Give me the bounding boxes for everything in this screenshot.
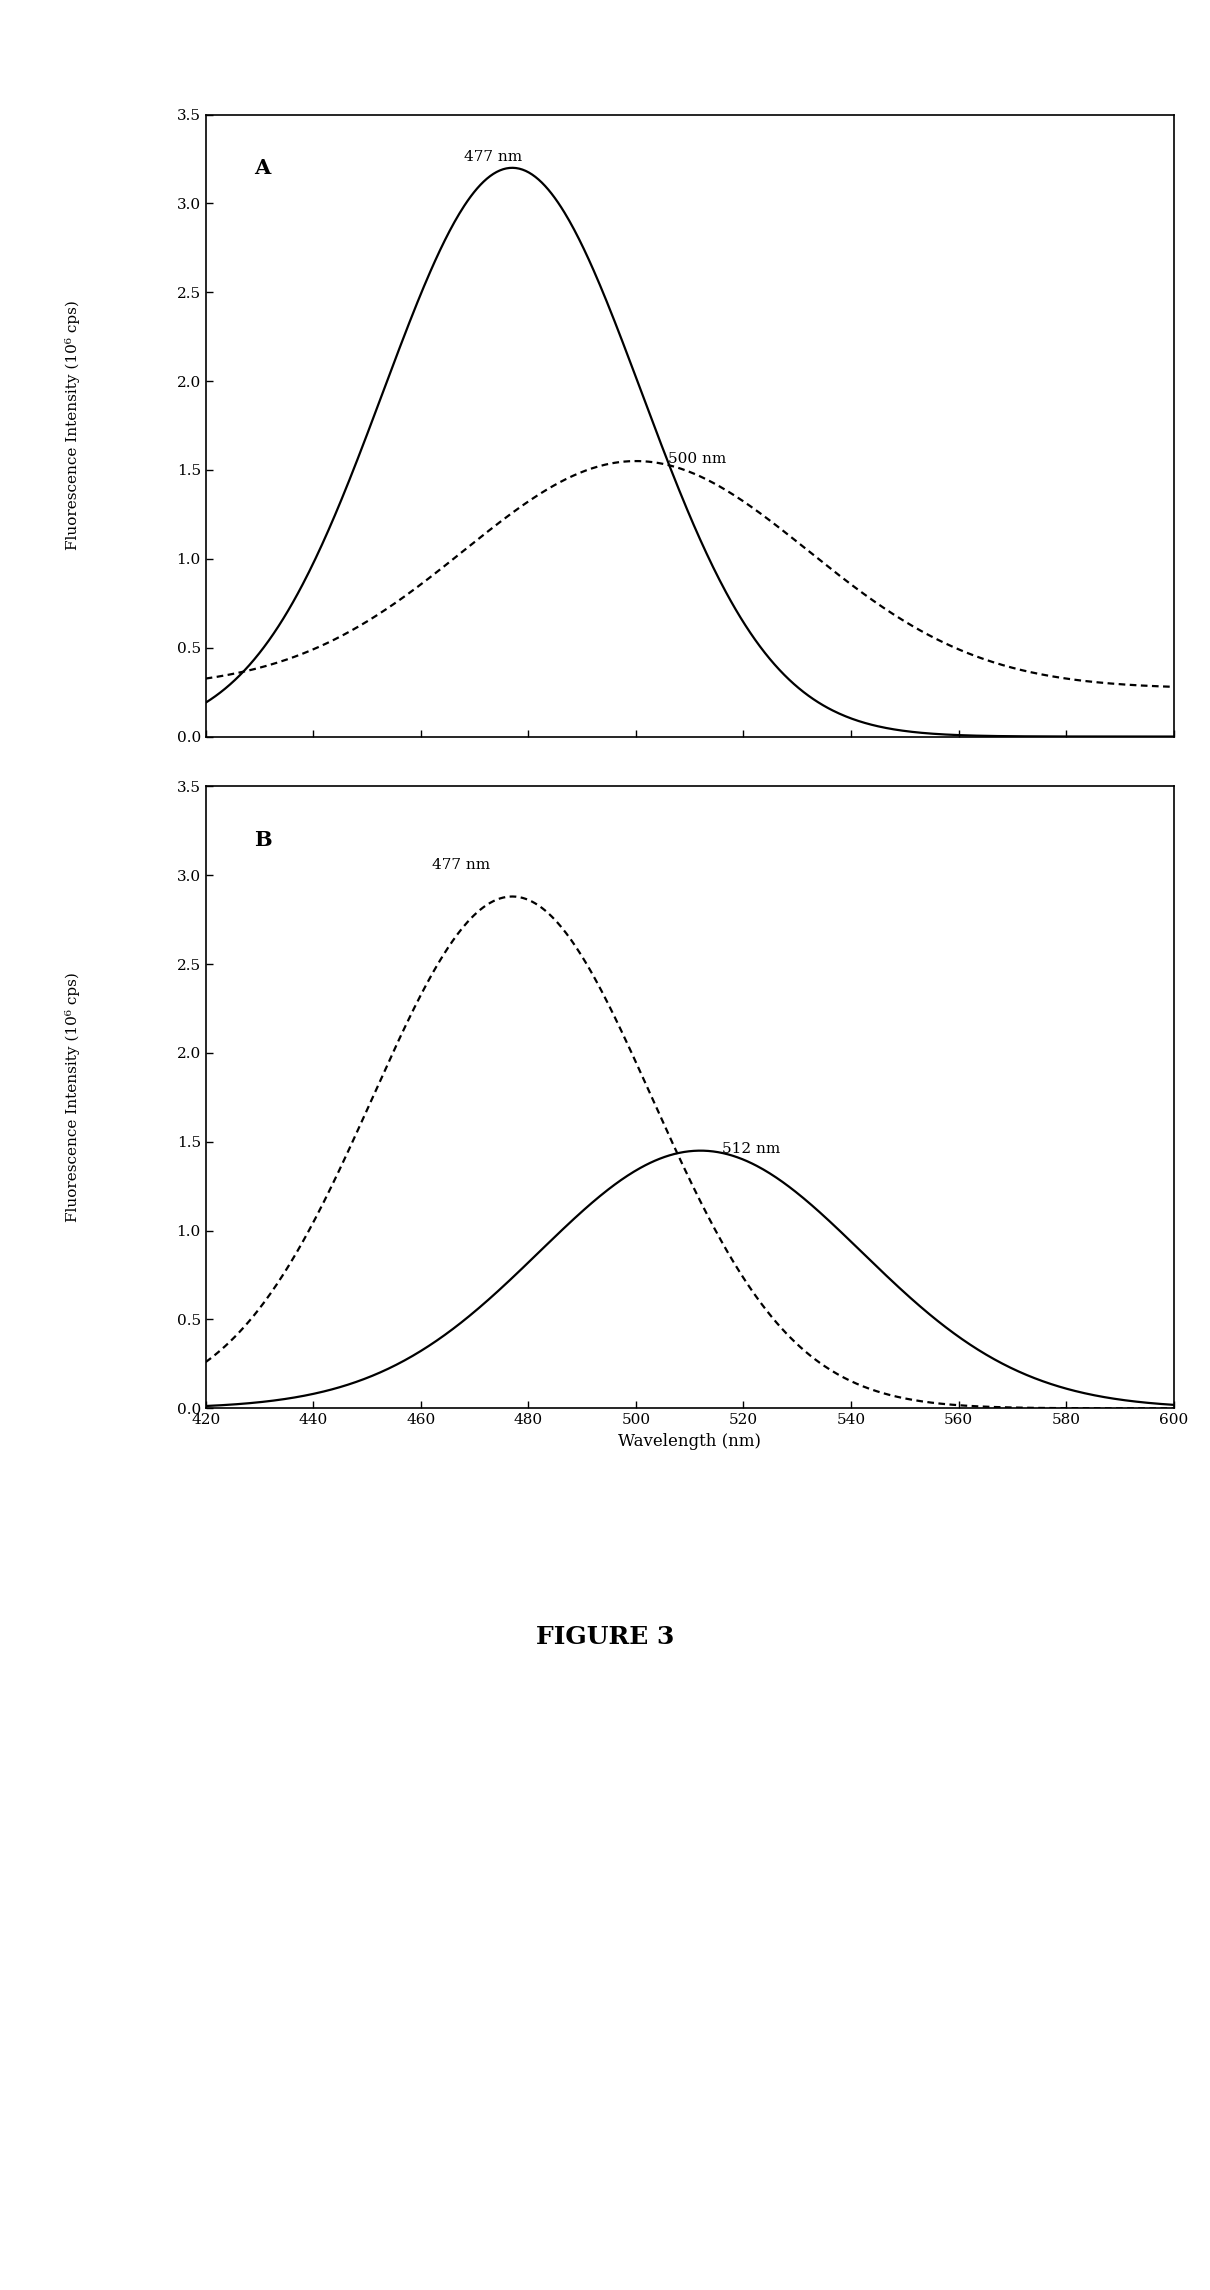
X-axis label: Wavelength (nm): Wavelength (nm) bbox=[618, 1434, 761, 1450]
Text: 477 nm: 477 nm bbox=[432, 859, 490, 872]
Text: B: B bbox=[254, 829, 272, 850]
Y-axis label: Fluorescence Intensity (10⁶ cps): Fluorescence Intensity (10⁶ cps) bbox=[65, 300, 80, 550]
Text: A: A bbox=[254, 158, 270, 179]
Text: FIGURE 3: FIGURE 3 bbox=[536, 1626, 674, 1649]
Text: 512 nm: 512 nm bbox=[722, 1143, 780, 1156]
Y-axis label: Fluorescence Intensity (10⁶ cps): Fluorescence Intensity (10⁶ cps) bbox=[65, 973, 80, 1223]
Text: 477 nm: 477 nm bbox=[463, 151, 522, 165]
Text: 500 nm: 500 nm bbox=[668, 453, 726, 467]
